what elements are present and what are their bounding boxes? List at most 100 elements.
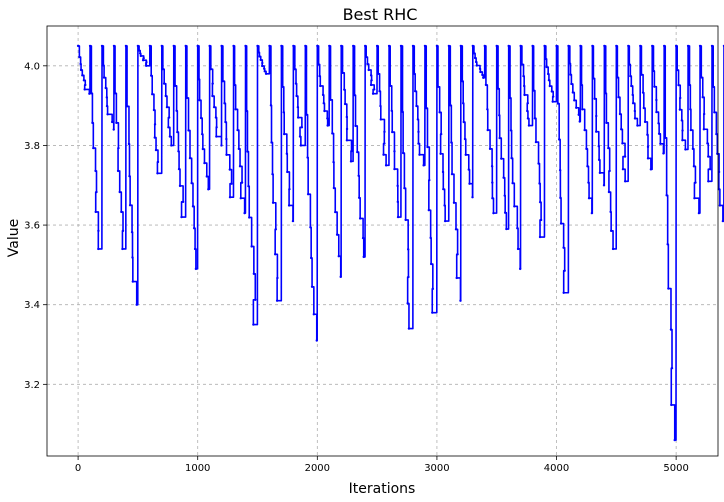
data-point: [523, 93, 526, 97]
data-point: [401, 110, 404, 114]
data-point: [587, 197, 591, 200]
data-point: [399, 44, 403, 48]
plot-frame: [46, 25, 719, 457]
data-point: [510, 156, 513, 160]
data-point: [666, 243, 669, 246]
data-point: [121, 247, 124, 251]
data-point: [128, 204, 132, 207]
data-point: [276, 276, 279, 280]
data-point: [707, 155, 710, 158]
data-point: [388, 84, 392, 88]
data-point: [345, 127, 349, 131]
data-point: [127, 142, 131, 146]
data-point: [406, 302, 409, 305]
data-point: [662, 152, 665, 155]
data-point: [450, 172, 454, 176]
data-point: [224, 120, 227, 124]
data-point: [539, 218, 543, 222]
data-point: [178, 184, 182, 188]
data-point: [577, 113, 580, 117]
data-point: [676, 68, 679, 72]
data-point: [563, 269, 566, 272]
data-point: [234, 108, 237, 111]
data-point: [649, 168, 653, 171]
data-point: [492, 211, 495, 215]
data-point: [667, 287, 670, 290]
data-point: [526, 117, 530, 120]
data-point: [209, 67, 213, 71]
data-point: [439, 132, 443, 136]
data-point: [713, 111, 716, 114]
data-point: [305, 113, 308, 116]
data-point: [343, 88, 346, 91]
data-point: [94, 169, 97, 173]
data-point: [618, 112, 622, 116]
y-tick-label: 4.0: [24, 61, 40, 72]
data-point: [223, 102, 226, 105]
data-point: [215, 126, 218, 129]
data-point: [425, 106, 428, 110]
data-point: [418, 153, 421, 156]
data-point: [562, 291, 565, 294]
data-point: [274, 228, 278, 231]
data-point: [350, 149, 353, 153]
data-point: [396, 200, 400, 204]
data-point: [464, 153, 467, 156]
data-point: [112, 44, 116, 48]
data-point: [383, 142, 386, 145]
data-point: [691, 147, 695, 151]
data-point: [252, 323, 255, 326]
data-point: [701, 96, 704, 99]
data-point: [657, 122, 660, 125]
data-point: [215, 135, 218, 138]
data-point: [371, 92, 375, 95]
y-axis-label: Value: [6, 219, 22, 257]
data-point: [296, 116, 300, 119]
data-point: [467, 168, 470, 171]
data-point: [717, 170, 721, 174]
data-point: [288, 187, 291, 191]
data-point: [490, 165, 494, 168]
data-point: [681, 138, 684, 142]
data-point: [653, 85, 656, 88]
data-point: [295, 94, 298, 98]
data-point: [237, 147, 241, 151]
data-point: [486, 108, 489, 111]
data-point: [369, 74, 373, 77]
data-point: [505, 227, 508, 231]
x-axis: 0 1000 2000 3000 4000 5000: [75, 456, 689, 474]
data-point: [616, 76, 619, 79]
data-point: [91, 121, 94, 125]
data-point: [443, 219, 447, 223]
data-point: [121, 229, 125, 233]
data-point: [534, 140, 538, 144]
data-point: [225, 137, 228, 141]
data-point: [586, 165, 589, 168]
data-point: [483, 44, 486, 48]
data-point: [258, 55, 261, 58]
data-point: [230, 182, 233, 185]
y-tick-label: 3.6: [24, 221, 40, 232]
data-point: [583, 128, 586, 132]
data-point: [356, 150, 359, 154]
data-point: [185, 96, 189, 100]
data-point: [167, 126, 170, 129]
data-point: [597, 144, 600, 148]
data-point: [438, 111, 441, 114]
data-point: [473, 56, 477, 60]
data-point: [633, 117, 637, 120]
data-point: [125, 105, 129, 108]
data-point: [551, 100, 554, 103]
data-point: [595, 114, 598, 118]
data-point: [689, 128, 693, 132]
data-point: [196, 44, 199, 48]
data-point: [679, 96, 682, 100]
data-point: [145, 60, 148, 64]
data-point: [90, 92, 93, 95]
data-point: [431, 311, 434, 314]
data-point: [240, 181, 244, 184]
data-point: [519, 44, 522, 48]
data-point: [417, 142, 420, 145]
data-point: [81, 74, 84, 77]
